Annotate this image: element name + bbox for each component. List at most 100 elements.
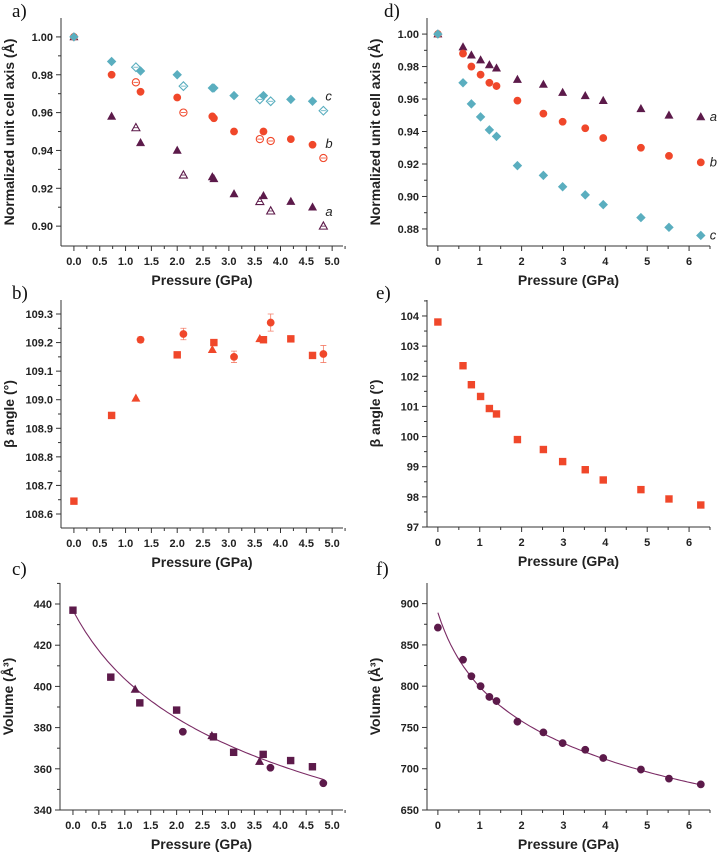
y-tick-label: 103 (401, 341, 419, 353)
y-tick-label: 101 (401, 401, 419, 413)
x-tick-label: 4.0 (273, 820, 288, 832)
y-tick-label: 0.92 (32, 183, 53, 195)
y-axis-title: Normalized unit cell axis (Å) (367, 39, 383, 226)
y-tick-label: 104 (401, 311, 420, 323)
y-tick-label: 109.2 (25, 338, 53, 350)
y-tick-label: 97 (407, 522, 419, 534)
triangle-marker (538, 79, 548, 88)
triangle-marker (107, 111, 117, 120)
x-tick-label: 0.5 (91, 820, 106, 832)
diamond-marker (696, 230, 706, 241)
square-marker (70, 497, 78, 505)
x-axis-title: Pressure (GPa) (151, 272, 252, 288)
x-tick-label: 4 (602, 537, 609, 549)
square-marker (69, 606, 77, 614)
circle-marker (209, 114, 218, 123)
square-marker (599, 476, 607, 484)
y-tick-label: 400 (34, 681, 52, 693)
circle-marker (492, 82, 501, 90)
triangle-marker (209, 174, 219, 183)
circle-marker (696, 780, 705, 789)
x-tick-label: 6 (686, 537, 692, 549)
diamond-marker (580, 190, 590, 200)
x-tick-label: 0.0 (65, 820, 80, 832)
series-a: a (433, 29, 717, 124)
square-marker (558, 457, 567, 466)
x-tick-label: 2.5 (195, 820, 210, 832)
x-tick-label: 2 (519, 820, 525, 832)
triangle-marker (696, 112, 706, 121)
x-tick-label: 1.5 (144, 538, 159, 550)
square-marker (173, 351, 181, 359)
x-tick-label: 1.0 (117, 820, 132, 832)
y-tick-label: 109.0 (25, 395, 53, 407)
series-beta (434, 318, 705, 509)
circle-marker (696, 158, 705, 167)
y-tick-label: 108.7 (25, 480, 53, 492)
x-tick-label: 3.0 (221, 538, 236, 550)
x-tick-label: 3.5 (247, 256, 262, 268)
triangle-marker (466, 50, 476, 59)
y-tick-label: 99 (407, 462, 419, 474)
circle-marker (513, 717, 522, 726)
y-tick-label: 108.9 (25, 423, 53, 435)
x-tick-label: 1 (477, 256, 483, 268)
y-tick-label: 1.00 (32, 32, 53, 44)
circle-marker (286, 135, 295, 143)
diamond-marker (466, 99, 477, 109)
y-tick-label: 800 (401, 681, 419, 693)
circle-marker (492, 697, 501, 705)
square-marker (287, 335, 295, 343)
x-tick-label: 4 (602, 820, 609, 832)
triangle-marker (131, 393, 141, 402)
x-axis-title: Pressure (GPa) (151, 836, 252, 852)
circle-marker (266, 318, 275, 327)
triangle-marker (484, 60, 494, 69)
circle-marker (476, 682, 485, 691)
x-tick-label: 0.0 (66, 538, 81, 550)
series-V (433, 623, 705, 789)
x-tick-label: 2.0 (169, 820, 184, 832)
x-axis-title: Pressure (GPa) (518, 272, 619, 288)
square-marker (459, 362, 467, 370)
series-c: c (433, 29, 717, 242)
triangle-marker (265, 205, 276, 215)
x-tick-label: 1.5 (144, 256, 159, 268)
x-tick-label: 3 (560, 820, 566, 832)
panel-b: b) 0.0 0.5 1.0 1.5 2.0 2.5 3.0 3.5 4.0 4.5 5.0 108.6… (1, 283, 346, 570)
triangle-marker (580, 90, 590, 100)
square-marker (286, 756, 295, 765)
x-tick-label: 3 (560, 537, 566, 549)
y-tick-label: 440 (34, 599, 52, 611)
triangle-marker (664, 110, 674, 119)
y-tick-label: 650 (401, 805, 419, 817)
triangle-marker (255, 756, 265, 765)
triangle-marker (308, 202, 318, 211)
x-tick-label: 5.0 (325, 256, 340, 268)
circle-marker (467, 62, 476, 71)
circle-marker (581, 745, 590, 754)
square-marker (467, 381, 476, 389)
x-tick-label: 5 (644, 537, 650, 549)
y-tick-label: 340 (34, 805, 52, 817)
panel-label: f) (376, 559, 389, 580)
triangle-marker (130, 684, 140, 693)
diamond-marker (258, 90, 269, 101)
y-axis-title: β angle (°) (1, 380, 17, 448)
x-tick-label: 2.0 (170, 538, 185, 550)
diamond-marker (433, 29, 443, 39)
circle-marker (230, 127, 238, 136)
circle-marker (665, 774, 673, 783)
triangle-marker (229, 189, 239, 198)
x-axis-title: Pressure (GPa) (518, 836, 619, 852)
diamond-marker (69, 32, 79, 42)
y-tick-label: 0.88 (398, 224, 419, 236)
panel-label: b) (12, 283, 28, 304)
x-tick-label: 3.0 (221, 820, 236, 832)
y-tick-label: 380 (34, 723, 52, 735)
square-marker (308, 763, 317, 771)
square-marker (259, 750, 267, 759)
diamond-marker (458, 78, 468, 88)
circle-marker (259, 127, 268, 136)
